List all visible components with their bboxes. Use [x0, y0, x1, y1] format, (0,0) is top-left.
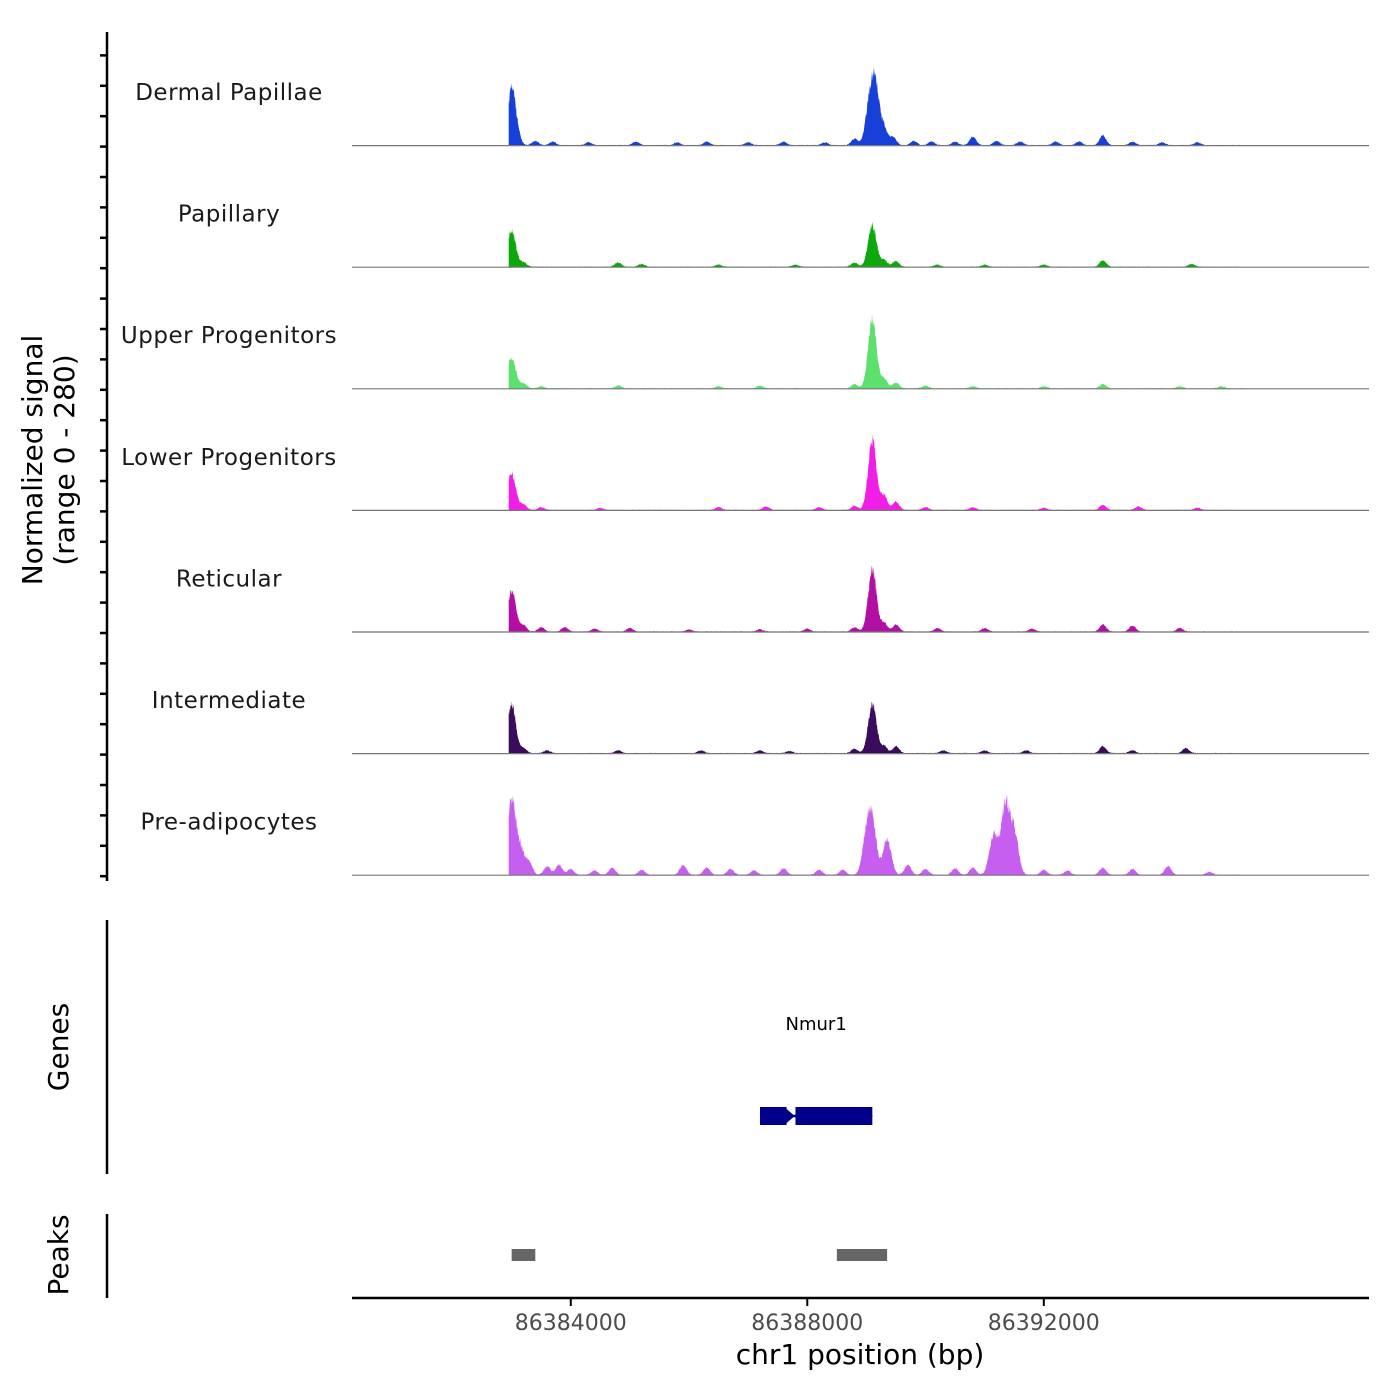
track-reticular: Reticular: [176, 566, 1369, 633]
peak-region: [836, 1249, 888, 1261]
gene-nmur1: Nmur1: [759, 1014, 873, 1125]
peak-region: [511, 1249, 536, 1261]
signal-area-intermediate: [508, 701, 1242, 754]
signal-area-lower-progenitors: [508, 434, 1242, 511]
track-label-pre-adipocytes: Pre-adipocytes: [140, 810, 317, 836]
signal-area-reticular: [508, 566, 1242, 632]
track-intermediate: Intermediate: [152, 688, 1369, 755]
track-label-papillary: Papillary: [178, 202, 280, 228]
genes-track: Nmur1: [759, 1014, 873, 1125]
peaks-track-title: Peaks: [42, 1214, 75, 1295]
signal-area-papillary: [508, 221, 1242, 268]
y-axis-title-line1: Normalized signal: [16, 335, 49, 586]
signal-area-pre-adipocytes: [508, 794, 1242, 876]
gene-label-nmur1: Nmur1: [786, 1014, 847, 1035]
track-lower-progenitors: Lower Progenitors: [121, 434, 1369, 511]
track-label-dermal-papillae: Dermal Papillae: [135, 80, 323, 106]
track-label-upper-progenitors: Upper Progenitors: [121, 323, 337, 349]
track-dermal-papillae: Dermal Papillae: [135, 66, 1369, 147]
track-label-intermediate: Intermediate: [152, 688, 306, 714]
track-upper-progenitors: Upper Progenitors: [121, 314, 1369, 390]
coverage-tracks: Dermal Papillae Papillary Upper Progenitor…: [121, 66, 1369, 876]
strand-arrow: [781, 1109, 792, 1123]
signal-area-upper-progenitors: [508, 314, 1242, 389]
coverage-y-ticks: [100, 54, 107, 878]
y-axis-title-line2: (range 0 - 280): [48, 354, 81, 565]
gene-exon: [759, 1107, 787, 1125]
peaks-track: [511, 1249, 888, 1261]
gene-exon: [795, 1107, 873, 1125]
x-tick-label: 86384000: [515, 1311, 627, 1336]
genes-track-title: Genes: [42, 1003, 75, 1091]
track-label-reticular: Reticular: [176, 566, 282, 592]
peaks-title-group: Peaks: [42, 1214, 75, 1295]
x-axis-title: chr1 position (bp): [736, 1338, 985, 1371]
x-tick-label: 86392000: [988, 1311, 1100, 1336]
x-axis-ticks: 86384000 86388000 86392000: [515, 1298, 1100, 1336]
track-pre-adipocytes: Pre-adipocytes: [140, 794, 1369, 876]
x-tick-label: 86388000: [751, 1311, 863, 1336]
track-label-lower-progenitors: Lower Progenitors: [121, 445, 336, 471]
strand-arrow: [784, 1109, 795, 1123]
y-axis-title: Normalized signal (range 0 - 280): [16, 335, 81, 586]
genes-title-group: Genes: [42, 1003, 75, 1091]
signal-area-dermal-papillae: [508, 66, 1242, 146]
track-papillary: Papillary: [178, 202, 1369, 268]
